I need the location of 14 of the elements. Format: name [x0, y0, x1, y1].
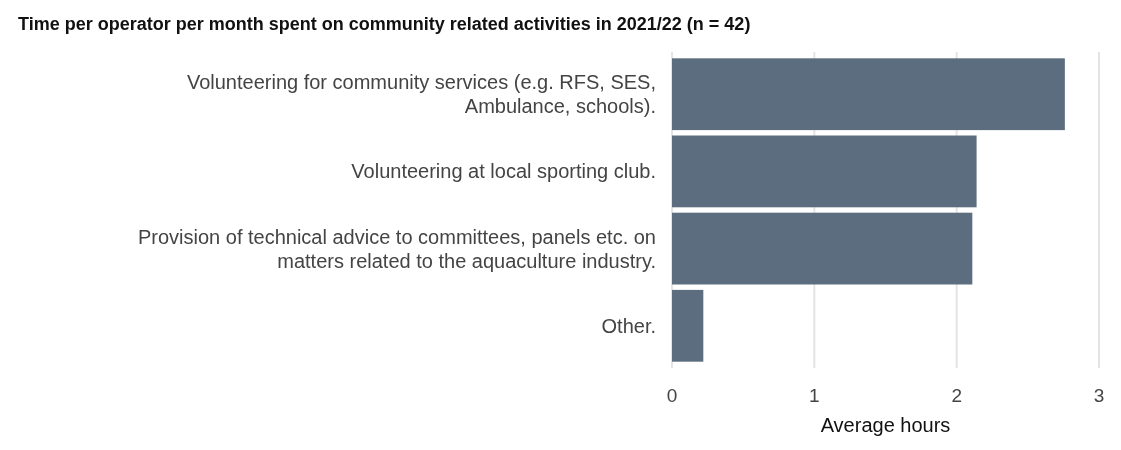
bar — [672, 212, 973, 285]
y-tick-label: Provision of technical advice to committees, panels etc. on matters related to the aquaculture industry. — [137, 225, 656, 272]
bar — [672, 58, 1065, 131]
x-tick-label: 0 — [666, 385, 678, 406]
y-tick-label: Volunteering for community services (e.g. RFS, SES, Ambulance, schools). — [186, 71, 656, 118]
x-tick-label: 2 — [951, 385, 962, 406]
y-tick-label: Volunteering at local sporting club. — [351, 160, 656, 183]
bar — [672, 289, 704, 362]
text: Time per operator per month spent on community related activities in 2021/22 (n = 42) — [18, 14, 751, 34]
y-tick-label: Other. — [601, 314, 656, 337]
x-axis-title: Average hours — [820, 414, 951, 436]
bar — [672, 135, 977, 208]
x-tick-label: 3 — [1093, 385, 1105, 406]
x-tick-label: 1 — [809, 385, 820, 406]
